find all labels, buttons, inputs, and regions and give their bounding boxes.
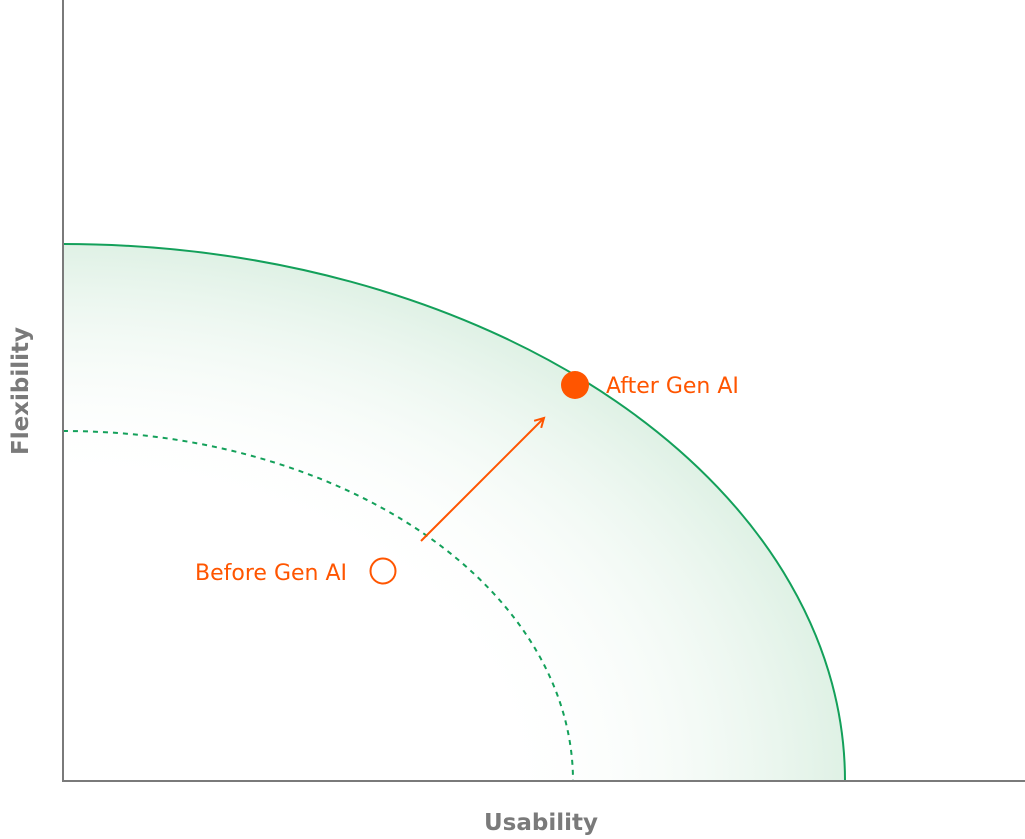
improvement-arrow	[420, 418, 544, 542]
after-gen-ai-label: After Gen AI	[606, 374, 739, 399]
before-frontier-curve	[62, 430, 574, 782]
x-axis-label: Usability	[484, 810, 598, 836]
before-gen-ai-label: Before Gen AI	[195, 561, 347, 586]
y-axis-label: Flexibility	[8, 327, 34, 455]
frontier-fill-area	[63, 244, 845, 781]
after-frontier-curve	[62, 243, 846, 782]
after-gen-ai-marker	[561, 371, 589, 399]
before-gen-ai-marker	[369, 557, 397, 585]
